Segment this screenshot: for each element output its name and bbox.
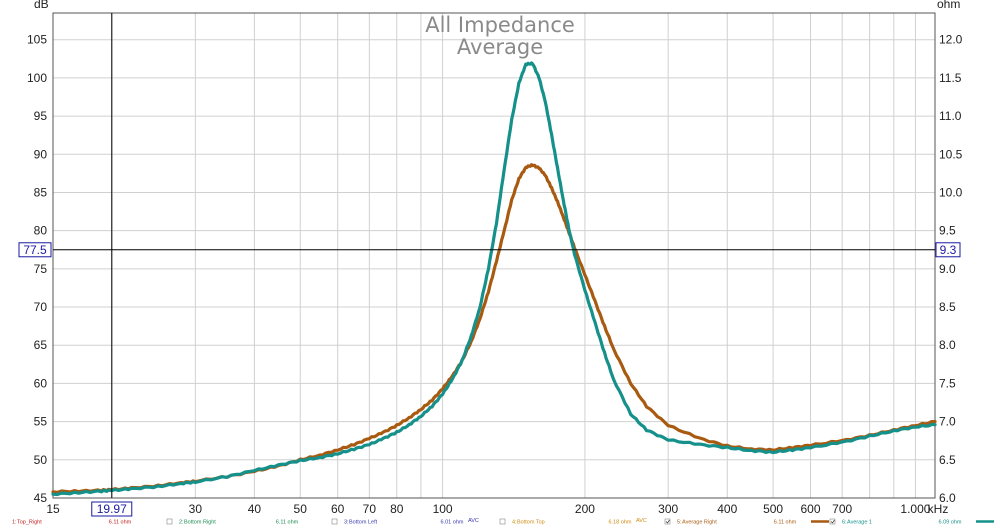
legend-index: 5: — [677, 520, 682, 526]
left-axis-unit: dB — [34, 0, 49, 11]
y-tick-label: 105 — [27, 33, 47, 47]
y2-tick-label: 10.5 — [939, 147, 963, 161]
legend-check-icon — [665, 519, 670, 524]
x-tick-label: 300 — [658, 502, 678, 516]
y-tick-label: 100 — [27, 71, 47, 85]
legend-name: Average 1 — [847, 520, 872, 526]
y2-tick-label: 11.5 — [939, 71, 962, 85]
x-tick-label: 200 — [575, 502, 595, 516]
y-tick-label: 55 — [34, 415, 48, 429]
legend-checkbox — [331, 518, 338, 525]
x-tick-label: 500 — [763, 502, 783, 516]
y-tick-label: 70 — [34, 300, 48, 314]
chart-title: All Impedance Average — [425, 13, 575, 59]
cursor[interactable]: 19.97 77.5 9.3 — [18, 13, 961, 517]
x-tick-label: 15 — [46, 502, 60, 516]
legend-value-suffix: AVC — [636, 518, 647, 524]
legend-check-icon — [830, 519, 835, 524]
y-tick-label: 65 — [34, 338, 48, 352]
y2-tick-label: 12.0 — [939, 33, 963, 47]
y-tick-label: 95 — [34, 109, 48, 123]
legend-name: Bottom Right — [184, 520, 216, 526]
y2-tick-label: 6.5 — [939, 453, 956, 467]
x-tick-label: 70 — [363, 502, 377, 516]
legend-name: Top_Right — [17, 520, 42, 526]
legend-item[interactable]: 5: Average Right 6.11 ohm — [664, 518, 829, 526]
series-line — [51, 61, 937, 497]
legend-index: 6: — [842, 520, 847, 526]
legend-index: 1: — [12, 520, 17, 526]
y2-tick-label: 9.0 — [939, 262, 956, 276]
grid — [52, 13, 935, 499]
x-tick-label: 30 — [189, 502, 203, 516]
x-tick-label: 100 — [433, 502, 453, 516]
legend-name: Bottom Left — [349, 520, 378, 526]
legend-name: Bottom Top — [517, 520, 545, 526]
cursor-x-readout: 19.97 — [97, 502, 127, 516]
legend-value: 6.18 ohm — [609, 520, 632, 526]
legend-checkbox — [499, 518, 506, 525]
axes: dB ohm 15 30 40 50 60 70 80 100 200 300 400 500 600 7… — [27, 0, 963, 516]
y2-tick-label: 7.5 — [939, 376, 956, 390]
x-tick-label: 700 — [832, 502, 852, 516]
x-tick-label: 60 — [331, 502, 345, 516]
right-axis-unit: ohm — [937, 0, 960, 11]
y-tick-label: 45 — [34, 491, 48, 505]
cursor-y2-readout-box — [935, 242, 961, 258]
legend-checkbox — [166, 518, 173, 525]
y-tick-label: 85 — [34, 185, 48, 199]
cursor-y-readout: 77.5 — [23, 243, 47, 257]
plot-frame — [52, 12, 936, 499]
legend-value: 6.11 ohm — [109, 520, 132, 526]
legend: 1: Top_Right 6.11 ohm 2: Bottom Right 6.11 oh… — [12, 518, 994, 526]
x-tick-label: 40 — [248, 502, 262, 516]
legend-checkbox — [829, 518, 836, 525]
series-layer — [51, 61, 937, 497]
legend-name: Average Right — [682, 520, 717, 526]
x-unit-suffix: kHz — [928, 502, 949, 516]
y2-tick-label: 11.0 — [939, 109, 962, 123]
x-tick-label: 1.000 — [900, 502, 930, 516]
y2-tick-label: 8.0 — [939, 338, 956, 352]
legend-value: 6.01 ohm — [441, 520, 464, 526]
x-tick-label: 50 — [294, 502, 308, 516]
legend-item[interactable]: 1: Top_Right 6.11 ohm — [12, 520, 132, 526]
legend-index: 3: — [344, 520, 349, 526]
legend-item[interactable]: 2: Bottom Right 6.11 ohm — [166, 518, 299, 526]
y2-tick-label: 7.0 — [939, 415, 956, 429]
cursor-x-readout-box — [91, 501, 133, 517]
x-tick-label: 400 — [717, 502, 737, 516]
y-tick-label: 50 — [34, 453, 48, 467]
legend-index: 2: — [179, 520, 184, 526]
y2-tick-label: 10.0 — [939, 185, 963, 199]
legend-value: 6.11 ohm — [774, 520, 797, 526]
legend-value: 6.11 ohm — [276, 520, 299, 526]
legend-value: 6.09 ohm — [939, 520, 962, 526]
legend-item[interactable]: 6: Average 1 6.09 ohm — [829, 518, 994, 526]
cursor-y2-readout: 9.3 — [940, 243, 957, 257]
x-tick-label: 600 — [801, 502, 821, 516]
legend-checkbox — [664, 518, 671, 525]
legend-index: 4: — [512, 520, 517, 526]
legend-item[interactable]: 3: Bottom Left 6.01 ohm AVC — [331, 518, 479, 526]
title-line-1: All Impedance — [425, 13, 575, 37]
y-tick-label: 80 — [34, 224, 48, 238]
cursor-y-readout-box — [18, 242, 52, 258]
y-tick-label: 60 — [34, 376, 48, 390]
title-line-2: Average — [457, 35, 543, 59]
y2-tick-label: 6.0 — [939, 491, 956, 505]
y-tick-label: 75 — [34, 262, 48, 276]
x-tick-label: 80 — [390, 502, 404, 516]
y-tick-label: 90 — [34, 147, 48, 161]
y2-tick-label: 9.5 — [939, 224, 956, 238]
y2-tick-label: 8.5 — [939, 300, 956, 314]
legend-item[interactable]: 4: Bottom Top 6.18 ohm AVC — [499, 518, 647, 526]
legend-value-suffix: AVC — [468, 518, 479, 524]
